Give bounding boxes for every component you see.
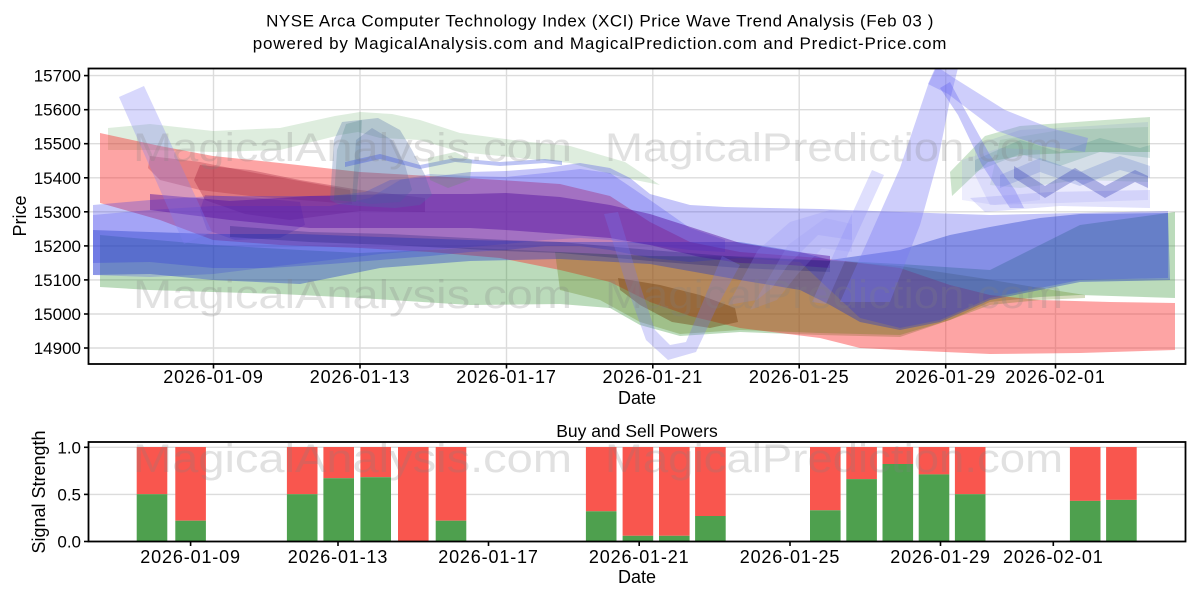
svg-text:MagicalAnalysis.com: MagicalAnalysis.com <box>133 437 572 481</box>
svg-text:2026-01-17: 2026-01-17 <box>438 547 539 567</box>
svg-text:0.5: 0.5 <box>57 485 81 504</box>
svg-text:MagicalPrediction.com: MagicalPrediction.com <box>605 126 1063 170</box>
svg-text:2026-01-13: 2026-01-13 <box>310 367 411 387</box>
svg-text:1.0: 1.0 <box>57 438 81 457</box>
svg-text:Price: Price <box>10 195 30 236</box>
svg-text:2026-02-01: 2026-02-01 <box>1003 547 1104 567</box>
svg-text:15200: 15200 <box>34 237 81 256</box>
svg-text:Buy and Sell Powers: Buy and Sell Powers <box>556 421 718 441</box>
svg-text:0.0: 0.0 <box>57 533 81 552</box>
svg-text:15400: 15400 <box>34 169 81 188</box>
svg-text:2026-01-25: 2026-01-25 <box>740 547 841 567</box>
svg-text:MagicalAnalysis.com: MagicalAnalysis.com <box>133 126 572 170</box>
svg-text:Date: Date <box>618 388 656 408</box>
svg-text:2026-01-09: 2026-01-09 <box>140 547 241 567</box>
svg-text:14900: 14900 <box>34 339 81 358</box>
svg-text:2026-01-09: 2026-01-09 <box>163 367 264 387</box>
svg-text:NYSE Arca Computer Technology: NYSE Arca Computer Technology Index (XCI… <box>266 12 934 31</box>
svg-text:15000: 15000 <box>34 305 81 324</box>
svg-text:2026-01-25: 2026-01-25 <box>749 367 850 387</box>
svg-text:15300: 15300 <box>34 203 81 222</box>
svg-text:MagicalPrediction.com: MagicalPrediction.com <box>605 273 1063 317</box>
svg-text:2026-01-17: 2026-01-17 <box>456 367 557 387</box>
svg-text:2026-02-01: 2026-02-01 <box>1005 367 1106 387</box>
svg-text:Date: Date <box>618 567 656 587</box>
svg-text:2026-01-29: 2026-01-29 <box>890 547 991 567</box>
svg-text:2026-01-21: 2026-01-21 <box>603 367 704 387</box>
svg-text:MagicalAnalysis.com: MagicalAnalysis.com <box>133 273 572 317</box>
svg-text:15100: 15100 <box>34 271 81 290</box>
svg-text:2026-01-29: 2026-01-29 <box>895 367 996 387</box>
svg-text:Signal Strength: Signal Strength <box>29 430 49 553</box>
svg-text:2026-01-13: 2026-01-13 <box>288 547 389 567</box>
svg-text:15700: 15700 <box>34 67 81 86</box>
svg-text:2026-01-21: 2026-01-21 <box>589 547 690 567</box>
svg-text:15500: 15500 <box>34 135 81 154</box>
svg-text:15600: 15600 <box>34 101 81 120</box>
svg-text:powered by MagicalAnalysis.com: powered by MagicalAnalysis.com and Magic… <box>253 34 948 53</box>
svg-text:MagicalPrediction.com: MagicalPrediction.com <box>605 437 1063 481</box>
